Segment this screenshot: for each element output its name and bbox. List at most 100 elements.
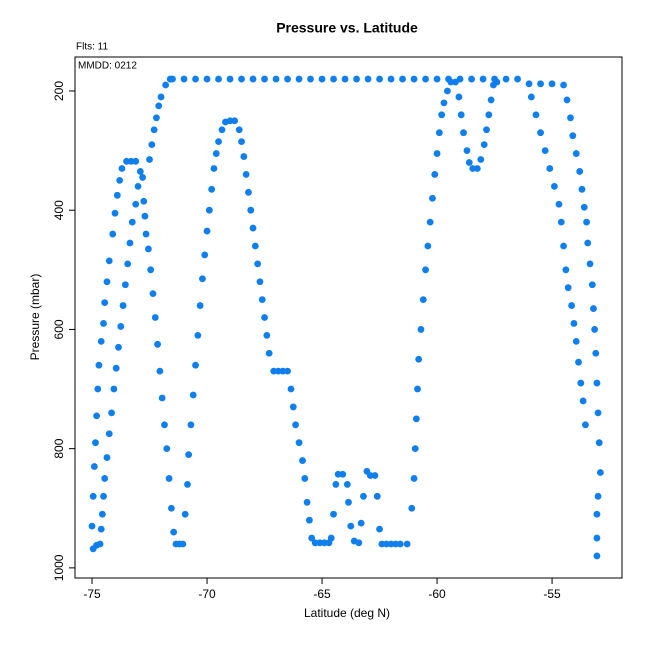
point bbox=[153, 114, 160, 122]
point bbox=[591, 326, 599, 333]
point bbox=[295, 75, 303, 83]
point bbox=[590, 305, 597, 312]
point bbox=[330, 75, 337, 83]
point bbox=[578, 185, 586, 193]
point bbox=[109, 230, 117, 238]
point bbox=[110, 385, 118, 393]
point bbox=[548, 80, 556, 88]
point bbox=[167, 504, 175, 512]
point bbox=[479, 75, 487, 83]
point bbox=[415, 355, 423, 363]
point bbox=[318, 75, 326, 83]
point bbox=[162, 81, 170, 89]
point bbox=[96, 540, 104, 548]
point bbox=[113, 191, 121, 199]
x-tick-label: -70 bbox=[198, 587, 216, 601]
point bbox=[426, 218, 434, 226]
point bbox=[201, 251, 209, 259]
point bbox=[594, 492, 602, 500]
point bbox=[410, 475, 418, 482]
point bbox=[184, 481, 191, 488]
point bbox=[112, 364, 120, 372]
point bbox=[203, 227, 211, 235]
point bbox=[238, 75, 245, 83]
point bbox=[115, 343, 122, 351]
chart-title: Pressure vs. Latitude bbox=[276, 20, 418, 36]
point bbox=[586, 260, 594, 268]
point bbox=[100, 320, 107, 327]
point bbox=[103, 278, 111, 286]
point bbox=[371, 472, 379, 479]
point bbox=[399, 75, 406, 83]
point bbox=[593, 552, 601, 560]
point bbox=[301, 475, 309, 482]
point bbox=[136, 168, 144, 175]
point bbox=[570, 320, 578, 327]
point bbox=[284, 75, 291, 83]
point bbox=[465, 159, 473, 166]
point bbox=[537, 80, 544, 88]
annotation: MMDD: 0212 bbox=[78, 61, 137, 72]
point bbox=[256, 278, 264, 286]
point bbox=[161, 421, 168, 429]
point bbox=[345, 498, 352, 506]
point bbox=[541, 147, 549, 154]
y-tick-label: 400 bbox=[52, 200, 66, 220]
point bbox=[417, 326, 425, 333]
point bbox=[438, 111, 446, 119]
point bbox=[105, 257, 113, 265]
point bbox=[226, 75, 234, 83]
point bbox=[245, 188, 252, 196]
point bbox=[576, 168, 584, 175]
y-tick-label: 200 bbox=[52, 81, 66, 101]
point bbox=[483, 126, 490, 134]
point bbox=[568, 302, 576, 309]
point bbox=[199, 275, 206, 283]
point bbox=[452, 78, 459, 86]
point bbox=[92, 439, 99, 447]
point bbox=[89, 492, 97, 500]
point bbox=[180, 75, 188, 83]
point bbox=[332, 481, 340, 488]
point bbox=[593, 534, 601, 542]
point bbox=[265, 349, 273, 357]
point bbox=[493, 78, 501, 86]
point bbox=[477, 156, 485, 163]
point bbox=[596, 469, 604, 476]
point bbox=[261, 75, 268, 83]
point bbox=[419, 296, 427, 304]
point bbox=[376, 525, 383, 533]
x-axis-label: Latitude (deg N) bbox=[304, 606, 390, 620]
point bbox=[258, 296, 266, 304]
point bbox=[261, 314, 268, 321]
point bbox=[463, 147, 471, 154]
point bbox=[431, 171, 439, 178]
point bbox=[435, 129, 443, 137]
point bbox=[181, 510, 189, 518]
point bbox=[272, 75, 280, 83]
point bbox=[150, 126, 158, 134]
point bbox=[355, 539, 363, 547]
y-tick-label: 800 bbox=[52, 438, 66, 458]
point bbox=[594, 409, 602, 417]
point bbox=[108, 409, 115, 417]
x-tick-label: -60 bbox=[428, 587, 446, 601]
point bbox=[192, 361, 199, 369]
point bbox=[572, 337, 580, 345]
point bbox=[555, 200, 563, 208]
point bbox=[134, 182, 142, 190]
point bbox=[196, 302, 204, 309]
point bbox=[343, 481, 351, 488]
point bbox=[567, 114, 574, 122]
point bbox=[94, 385, 102, 393]
point bbox=[88, 522, 96, 530]
point bbox=[132, 200, 140, 208]
point bbox=[563, 96, 571, 104]
point bbox=[429, 194, 436, 202]
point bbox=[154, 340, 161, 348]
point bbox=[205, 206, 213, 214]
point bbox=[235, 126, 243, 134]
point bbox=[514, 75, 521, 83]
point bbox=[595, 439, 603, 447]
point bbox=[284, 367, 291, 375]
